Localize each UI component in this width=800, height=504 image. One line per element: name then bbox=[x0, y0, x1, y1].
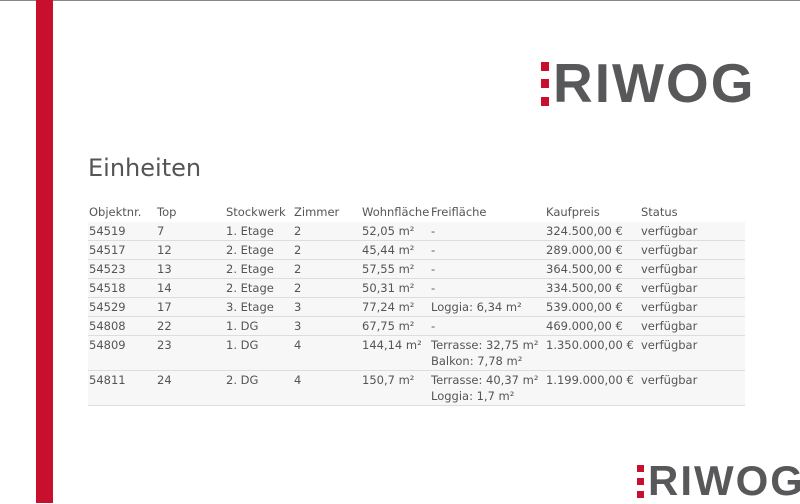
table-cell: 3. Etage bbox=[226, 297, 294, 317]
table-cell: 54517 bbox=[88, 240, 157, 260]
table-cell: - bbox=[431, 316, 546, 336]
column-header: Stockwerk bbox=[226, 205, 286, 219]
logo-dots-icon bbox=[541, 61, 549, 106]
table-cell: 2. Etage bbox=[226, 259, 294, 279]
table-cell: 13 bbox=[157, 259, 226, 279]
table-cell: 54811 bbox=[88, 370, 157, 406]
table-cell: 1. Etage bbox=[226, 222, 294, 241]
table-cell: 469.000,00 € bbox=[546, 316, 641, 336]
table-cell: 52,05 m² bbox=[362, 222, 431, 241]
table-row: 54809 23 1. DG 4 144,14 m² Terrasse: 32,75 m²… bbox=[88, 335, 745, 371]
table-header: Objektnr. Top Stockwerk Zimmer Wohnfläche Fre… bbox=[88, 202, 745, 222]
table-cell: 144,14 m² bbox=[362, 335, 431, 371]
table-cell: verfügbar bbox=[641, 222, 745, 241]
table-cell: 14 bbox=[157, 278, 226, 298]
table-cell: 539.000,00 € bbox=[546, 297, 641, 317]
table-cell: 150,7 m² bbox=[362, 370, 431, 406]
table-cell: 2 bbox=[294, 222, 362, 241]
table-cell: 54808 bbox=[88, 316, 157, 336]
column-header: Wohnfläche bbox=[362, 205, 430, 219]
table-cell: 2 bbox=[294, 240, 362, 260]
table-cell: verfügbar bbox=[641, 297, 745, 317]
riwog-logo-footer: RIWOG bbox=[637, 460, 800, 502]
table-cell: 1. DG bbox=[226, 316, 294, 336]
table-cell: 54518 bbox=[88, 278, 157, 298]
table-row: 54518 14 2. Etage 2 50,31 m² -334.500,00 € ver… bbox=[88, 278, 745, 298]
table-cell: 24 bbox=[157, 370, 226, 406]
table-cell: 334.500,00 € bbox=[546, 278, 641, 298]
table-cell: - bbox=[431, 222, 546, 241]
table-cell: verfügbar bbox=[641, 278, 745, 298]
column-header: Objektnr. bbox=[89, 205, 142, 219]
column-header: Kaufpreis bbox=[546, 205, 600, 219]
table-row: 54517 12 2. Etage 2 45,44 m² -289.000,00 € ver… bbox=[88, 240, 745, 260]
table-cell: 2. Etage bbox=[226, 240, 294, 260]
column-header: Freifläche bbox=[431, 205, 487, 219]
table-row: 54808 22 1. DG 3 67,75 m² -469.000,00 € verfüg… bbox=[88, 316, 745, 336]
table-cell: verfügbar bbox=[641, 259, 745, 279]
table-cell: 3 bbox=[294, 297, 362, 317]
column-header: Zimmer bbox=[294, 205, 340, 219]
table-cell: 2. DG bbox=[226, 370, 294, 406]
table-cell: - bbox=[431, 240, 546, 260]
table-cell: Loggia: 6,34 m² bbox=[431, 297, 546, 317]
table-cell: 22 bbox=[157, 316, 226, 336]
table-cell: 364.500,00 € bbox=[546, 259, 641, 279]
column-header: Top bbox=[157, 205, 177, 219]
table-cell: 324.500,00 € bbox=[546, 222, 641, 241]
table-cell: 7 bbox=[157, 222, 226, 241]
table-cell: verfügbar bbox=[641, 316, 745, 336]
table-cell: - bbox=[431, 259, 546, 279]
table-cell: 2 bbox=[294, 278, 362, 298]
table-cell: 4 bbox=[294, 335, 362, 371]
table-cell: 17 bbox=[157, 297, 226, 317]
table-row: 54529 17 3. Etage 3 77,24 m² Loggia: 6,34 m² 5… bbox=[88, 297, 745, 317]
table-cell: 77,24 m² bbox=[362, 297, 431, 317]
page-title: Einheiten bbox=[88, 154, 202, 182]
units-table: Objektnr. Top Stockwerk Zimmer Wohnfläche Fre… bbox=[88, 202, 745, 406]
riwog-logo: RIWOG bbox=[541, 56, 755, 111]
table-cell: Terrasse: 32,75 m² Balkon: 7,78 m² bbox=[431, 335, 546, 371]
table-cell: 1.199.000,00 € bbox=[546, 370, 641, 406]
table-cell: 289.000,00 € bbox=[546, 240, 641, 260]
table-cell: 2 bbox=[294, 259, 362, 279]
column-header: Status bbox=[641, 205, 678, 219]
table-cell: 1.350.000,00 € bbox=[546, 335, 641, 371]
logo-text: RIWOG bbox=[553, 52, 756, 114]
table-cell: 54523 bbox=[88, 259, 157, 279]
table-cell: 4 bbox=[294, 370, 362, 406]
table-row: 54519 7 1. Etage 2 52,05 m² -324.500,00 € verf… bbox=[88, 222, 745, 241]
table-cell: 57,55 m² bbox=[362, 259, 431, 279]
table-cell: - bbox=[431, 278, 546, 298]
table-cell: 54809 bbox=[88, 335, 157, 371]
table-cell: 2. Etage bbox=[226, 278, 294, 298]
table-cell: 50,31 m² bbox=[362, 278, 431, 298]
table-cell: verfügbar bbox=[641, 370, 745, 406]
table-cell: 3 bbox=[294, 316, 362, 336]
logo-text: RIWOG bbox=[648, 457, 800, 504]
logo-dots-icon bbox=[637, 464, 644, 498]
table-cell: 45,44 m² bbox=[362, 240, 431, 260]
red-side-bar bbox=[36, 0, 53, 503]
table-cell: verfügbar bbox=[641, 335, 745, 371]
table-cell: 1. DG bbox=[226, 335, 294, 371]
top-border bbox=[0, 0, 800, 1]
table-cell: 23 bbox=[157, 335, 226, 371]
table-row: 54811 24 2. DG 4 150,7 m² Terrasse: 40,37 m² … bbox=[88, 370, 745, 406]
table-cell: verfügbar bbox=[641, 240, 745, 260]
table-cell: Terrasse: 40,37 m² Loggia: 1,7 m² bbox=[431, 370, 546, 406]
table-row: 54523 13 2. Etage 2 57,55 m² -364.500,00 € ver… bbox=[88, 259, 745, 279]
table-cell: 12 bbox=[157, 240, 226, 260]
table-cell: 54519 bbox=[88, 222, 157, 241]
table-cell: 54529 bbox=[88, 297, 157, 317]
table-cell: 67,75 m² bbox=[362, 316, 431, 336]
